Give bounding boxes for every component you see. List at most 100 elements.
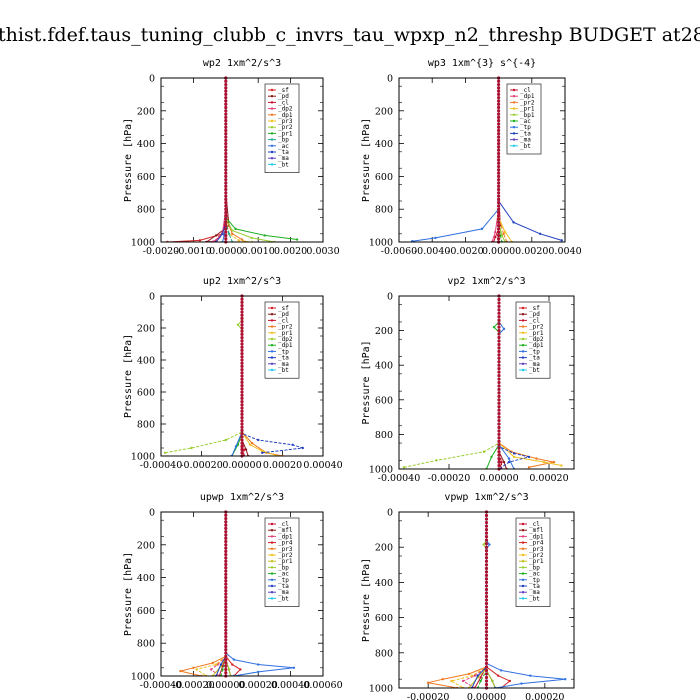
x-tick-label: 0.0000 — [482, 246, 515, 257]
profile-marker — [484, 672, 489, 676]
series-point — [211, 661, 215, 665]
profile-marker — [224, 661, 228, 665]
profile-marker — [224, 582, 228, 586]
y-tick-label: 400 — [375, 139, 393, 150]
profile-marker — [497, 178, 501, 182]
x-tick-label: 0.0040 — [548, 246, 581, 257]
profile-marker — [224, 168, 228, 172]
profile-marker — [240, 313, 244, 317]
legend-marker — [521, 572, 525, 575]
profile-marker — [484, 633, 489, 637]
profile-marker — [224, 151, 228, 156]
profile-marker — [224, 155, 228, 159]
legend-marker — [270, 356, 274, 359]
series-point — [564, 678, 567, 681]
legend-marker — [270, 157, 274, 160]
legend-label: _pr2 — [278, 124, 293, 131]
profile-marker — [497, 161, 501, 165]
legend-marker — [270, 126, 274, 129]
profile-marker — [484, 591, 489, 595]
legend-label: _ma — [529, 361, 540, 368]
legend-marker — [270, 113, 274, 117]
profile-marker — [240, 432, 244, 436]
profile-marker — [497, 132, 501, 136]
profile-marker — [240, 358, 244, 362]
series-line — [498, 296, 515, 469]
plot-frame — [160, 511, 324, 677]
profile-marker — [497, 105, 501, 110]
profile-marker — [497, 332, 501, 336]
profile-marker — [240, 380, 244, 384]
profile-marker — [224, 520, 228, 524]
profile-marker — [484, 513, 489, 518]
series-point — [441, 678, 444, 681]
profile-marker — [224, 210, 228, 215]
profile-marker — [240, 377, 244, 381]
legend-label: _cl — [278, 99, 289, 106]
series-line — [462, 512, 487, 688]
series-point — [470, 674, 474, 677]
profile-marker — [484, 668, 489, 673]
series-point — [520, 682, 523, 685]
series-line — [180, 512, 227, 676]
series-point — [232, 658, 236, 661]
profile-marker — [224, 516, 228, 521]
legend-marker — [270, 344, 274, 347]
profile-marker — [484, 535, 489, 539]
legend-marker — [270, 144, 274, 147]
legend-marker — [521, 535, 525, 538]
profile-marker — [240, 310, 244, 314]
profile-marker — [224, 513, 228, 517]
series-point — [292, 666, 296, 669]
x-tick-label: -0.00040 — [140, 460, 183, 471]
series-point — [224, 438, 227, 442]
x-tick-label: -0.00020 — [428, 473, 471, 484]
figure-title: thist.fdef.taus_tuning_clubb_c_invrs_tau… — [0, 24, 700, 46]
profile-marker — [484, 640, 489, 644]
profile-marker — [497, 217, 501, 221]
x-tick-label: -0.00020 — [180, 460, 223, 471]
profile-marker — [497, 151, 501, 156]
profile-marker — [497, 450, 501, 454]
series-point — [491, 679, 494, 683]
x-tick-label: -0.00040 — [378, 473, 421, 484]
legend-label: _pr2 — [520, 99, 535, 106]
y-tick-label: 200 — [137, 540, 155, 551]
legend-marker — [521, 368, 525, 372]
profile-marker — [224, 579, 228, 583]
y-tick-label: 400 — [137, 139, 155, 150]
profile-marker — [497, 353, 501, 357]
profile-marker — [224, 112, 228, 116]
profile-marker — [240, 300, 244, 304]
y-tick-label: 800 — [375, 205, 393, 216]
profile-marker — [224, 194, 228, 198]
legend-marker — [521, 325, 525, 328]
series-line — [403, 296, 500, 468]
legend-marker — [521, 344, 525, 347]
y-tick-label: 400 — [375, 361, 393, 372]
legend-label: _dp2 — [278, 336, 293, 343]
profile-marker — [224, 651, 228, 655]
legend-label: _ma — [278, 155, 289, 162]
profile-marker — [497, 432, 501, 436]
legend-label: _mfl — [529, 527, 544, 534]
series-line — [212, 78, 227, 242]
profile-marker — [497, 197, 501, 201]
y-tick-label: 1000 — [369, 684, 393, 695]
profile-marker — [240, 422, 244, 426]
profile-marker — [497, 394, 501, 398]
series-line — [225, 512, 242, 676]
profile-marker — [484, 644, 489, 648]
legend-label: _dp1 — [278, 533, 293, 540]
chart-panel: vp2 1xm^2/s^3 Pressure [hPa] 0 200 400 600 800… — [361, 276, 575, 484]
series-point — [237, 239, 240, 242]
profile-marker — [497, 125, 501, 129]
profile-marker — [224, 184, 228, 188]
y-axis-label: Pressure [hPa] — [123, 552, 134, 636]
legend-marker — [521, 319, 525, 322]
profile-marker — [497, 109, 501, 113]
legend-label: _bt — [529, 595, 540, 602]
profile-marker — [240, 342, 244, 346]
legend-marker — [521, 356, 525, 359]
profile-marker — [497, 148, 501, 152]
